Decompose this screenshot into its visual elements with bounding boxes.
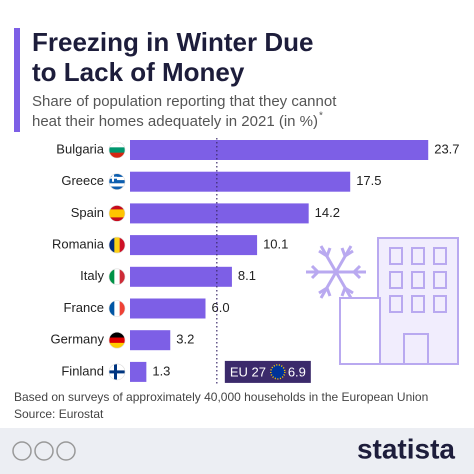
footnote: Based on surveys of approximately 40,000…	[14, 390, 428, 404]
flag-stripe	[109, 180, 125, 184]
flag	[109, 205, 125, 222]
flag-stripe	[109, 147, 125, 153]
value-label: 8.1	[238, 268, 256, 283]
flag	[109, 300, 125, 317]
flag-border	[108, 363, 126, 381]
footer-band	[0, 428, 474, 474]
flag	[109, 332, 125, 349]
subtitle: heat their homes adequately in 2021 (in …	[32, 113, 318, 130]
flag	[109, 363, 125, 380]
category-label: Finland	[61, 363, 104, 378]
flag-stripe	[109, 152, 125, 158]
flag-stripe	[114, 300, 120, 317]
flag-stripe	[109, 213, 125, 218]
bar	[130, 266, 232, 287]
flag-border	[108, 268, 126, 286]
value-label: 14.2	[315, 205, 340, 220]
flag-stripe	[109, 183, 125, 187]
bar	[130, 140, 429, 160]
flag-border	[108, 141, 126, 159]
value-label: 3.2	[176, 332, 194, 347]
flag-stripe	[109, 300, 115, 317]
flag-stripe	[119, 237, 125, 254]
category-label: Romania	[52, 237, 105, 252]
chart-title: to Lack of Money	[32, 57, 245, 87]
flag-stripe	[109, 142, 125, 148]
flag-border	[108, 300, 126, 317]
value-label: 10.1	[263, 237, 288, 252]
category-label: Italy	[80, 268, 104, 283]
flag-stripe	[109, 342, 125, 349]
bar	[130, 361, 147, 382]
bar	[130, 330, 171, 351]
reference-value: 6.9	[288, 364, 306, 379]
category-label: Germany	[51, 332, 105, 347]
category-label: France	[64, 300, 104, 315]
flag-stripe	[114, 237, 120, 254]
flag-stripe	[109, 205, 125, 210]
value-label: 23.7	[434, 141, 459, 156]
category-label: Spain	[71, 205, 104, 220]
reference-box	[224, 360, 311, 383]
category-label: Bulgaria	[56, 141, 104, 156]
flag-cross	[114, 363, 117, 380]
flag	[109, 268, 125, 285]
flag-stripe	[109, 332, 125, 338]
value-label: 6.0	[212, 300, 230, 315]
flag-stripe	[109, 268, 115, 285]
flag-border	[108, 205, 126, 222]
flag-border	[108, 331, 126, 349]
bar	[130, 298, 206, 319]
value-label: 17.5	[356, 173, 381, 188]
flag-stripe	[109, 217, 125, 222]
subtitle: Share of population reporting that they …	[32, 93, 337, 110]
flag-stripe	[109, 186, 125, 190]
subtitle-note: *	[319, 111, 323, 122]
accent-bar	[14, 28, 20, 132]
flag	[109, 173, 125, 190]
flag-border	[108, 173, 126, 190]
eu-stars	[270, 364, 286, 380]
flag-border	[108, 236, 126, 254]
flag-stripe	[109, 209, 125, 214]
flag-stripe	[114, 268, 120, 285]
category-label: Greece	[61, 173, 104, 188]
flag-stripe	[119, 268, 125, 285]
bar	[130, 171, 351, 192]
flag	[109, 237, 125, 254]
bar	[130, 235, 258, 256]
brand: statista	[357, 433, 455, 464]
flag-stripe	[109, 337, 125, 344]
footnote: Source: Eurostat	[14, 407, 104, 421]
flag-stripe	[119, 300, 125, 317]
flag	[109, 142, 125, 158]
flag-cross	[112, 173, 114, 182]
license-icons	[12, 441, 76, 461]
flag-stripe	[109, 237, 115, 254]
illustration	[306, 237, 459, 365]
bar	[130, 203, 309, 224]
chart-title: Freezing in Winter Due	[32, 27, 313, 57]
reference-label: EU 27	[230, 364, 266, 379]
value-label: 1.3	[152, 363, 170, 378]
